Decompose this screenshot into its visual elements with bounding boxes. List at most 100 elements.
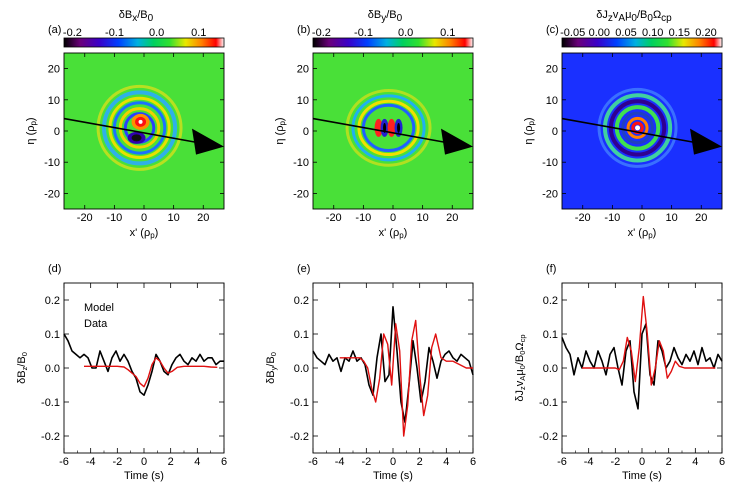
title-part-main: δB [119, 9, 132, 21]
y-axis-label: η (ρp) [523, 117, 536, 144]
panel-label-1: (b) [297, 24, 310, 36]
axis-label-part: δJ [514, 390, 526, 402]
heatmap-lobe-core [397, 122, 401, 133]
x-tick-label: 20 [197, 212, 209, 224]
x-tick-label: 0 [639, 456, 645, 468]
x-tick-label: -4 [335, 456, 345, 468]
heatmap-1 [313, 53, 473, 209]
heatmap-blob-core [138, 119, 143, 124]
y-tick-label: -0.1 [290, 397, 309, 409]
x-tick-label: 6 [470, 456, 476, 468]
x-tick-label: -2 [610, 456, 620, 468]
title-part-main: δB [368, 9, 381, 21]
y-tick-label: 10 [546, 95, 558, 107]
propagation-arrow-head [441, 128, 473, 155]
y-tick-label: -0.2 [41, 431, 60, 443]
panel-label-bottom-0: (d) [48, 263, 61, 275]
y-axis-label: η (ρp) [25, 117, 38, 144]
panel-label-0: (a) [48, 24, 61, 36]
axis-label-part: p [278, 121, 287, 126]
heatmap-2 [562, 53, 722, 209]
x-axis-label: x' (ρp) [379, 227, 408, 240]
colorbar-1 [312, 37, 474, 48]
colorbar-tick-label: 0.05 [615, 27, 636, 39]
propagation-arrow-head [690, 128, 722, 155]
colorbar-tick-label: -0.2 [63, 27, 82, 39]
title-part-rest: v [613, 9, 619, 21]
title-part-sub2: 0 [397, 13, 403, 24]
colorbar-tick-label: -0.05 [560, 27, 585, 39]
title-part-rest: /B [386, 9, 396, 21]
x-tick-label: 0 [390, 456, 396, 468]
x-tick-label: -10 [106, 212, 122, 224]
heatmap-ring [108, 96, 171, 160]
heatmap-ring [345, 89, 432, 167]
y-tick-label: 0.0 [543, 363, 558, 375]
y-tick-label: 0.1 [543, 329, 558, 341]
y-tick-label: -20 [44, 188, 60, 200]
axis-label-part: η (ρ [274, 126, 286, 145]
title-part-main: δJ [596, 9, 608, 21]
x-axis-label: Time (s) [622, 470, 662, 482]
heatmap-background [64, 53, 224, 209]
heatmap-lobe [387, 118, 396, 137]
y-tick-label: 0.2 [543, 295, 558, 307]
axis-label-part: p [150, 231, 155, 240]
axis-label-part: z [518, 386, 527, 390]
x-tick-label: 4 [194, 456, 200, 468]
colorbar-2 [561, 37, 723, 48]
title-part-sub2: A [618, 13, 625, 24]
y-tick-label: 0.1 [45, 329, 60, 341]
x-tick-label: -20 [77, 212, 93, 224]
series-line-model [339, 319, 473, 437]
heatmap-ring [96, 84, 183, 171]
heatmap-ring [602, 93, 673, 163]
panel-label-2: (c) [546, 24, 559, 36]
axis-label-part: x' (ρ [130, 227, 151, 239]
x-tick-label: -10 [604, 212, 620, 224]
title-part-sub5: cp [661, 13, 672, 24]
y-axis-label: δBy/B0 [265, 352, 278, 384]
title-part-sub: z [608, 13, 613, 24]
title-part-rest2: μ [625, 9, 631, 21]
panel-title-2: δJzvAμ0/B0Ωcp [596, 9, 672, 24]
y-tick-label: 0 [54, 126, 60, 138]
x-tick-label: -10 [355, 212, 371, 224]
heatmap-lobe-core [383, 122, 387, 133]
propagation-arrow-shaft [562, 117, 697, 144]
y-tick-label: 0.0 [45, 363, 60, 375]
axis-label-part: 0 [269, 352, 278, 356]
x-tick-label: 0 [141, 456, 147, 468]
y-tick-label: -0.1 [539, 397, 558, 409]
colorbar-tick-label: 0.0 [398, 27, 413, 39]
colorbar-tick-label: 0.15 [669, 27, 690, 39]
heatmap-ring [621, 111, 654, 145]
y-tick-label: -0.2 [539, 431, 558, 443]
y-axis-label: η (ρp) [274, 117, 287, 144]
series-line-model [84, 357, 218, 388]
y-tick-label: 0.1 [294, 329, 309, 341]
x-tick-label: -20 [326, 212, 342, 224]
heatmap-ring [597, 87, 678, 168]
x-axis-label: Time (s) [373, 470, 413, 482]
x-tick-label: 0 [390, 212, 396, 224]
colorbar-tick-label: 0.0 [149, 27, 164, 39]
axis-label-part: z [20, 366, 29, 370]
y-tick-label: 0.0 [294, 363, 309, 375]
heatmap-core [635, 125, 641, 131]
y-tick-label: 20 [546, 64, 558, 76]
axis-label-part: cp [518, 334, 527, 342]
axis-label-part: μ [514, 369, 526, 375]
heatmap-ring [102, 90, 178, 166]
colorbar-tick-label: -0.1 [354, 27, 373, 39]
colorbar-tick-label: 0.10 [642, 27, 663, 39]
x-tick-label: 4 [692, 456, 698, 468]
propagation-arrow-shaft [313, 117, 448, 144]
axis-label-part: p [399, 231, 404, 240]
y-tick-label: -10 [293, 157, 309, 169]
title-part-rest3: /B [637, 9, 647, 21]
axis-label-part: 0 [518, 351, 527, 355]
x-tick-label: 10 [417, 212, 429, 224]
